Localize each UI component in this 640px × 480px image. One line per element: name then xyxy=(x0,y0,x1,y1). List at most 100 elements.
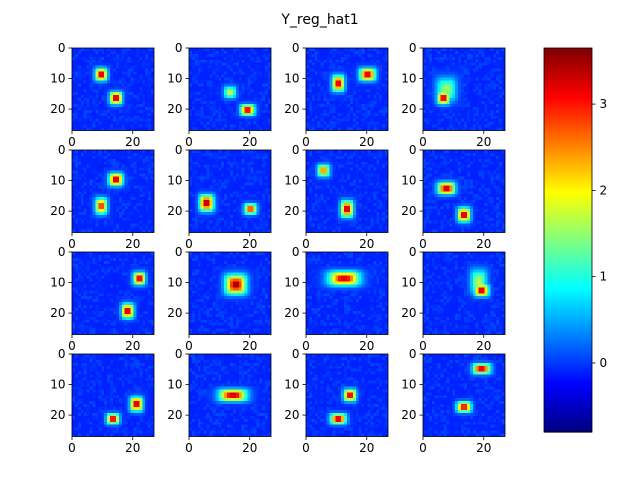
y-tick-label: 10 xyxy=(50,72,65,86)
colorbar-segment xyxy=(544,363,592,366)
colorbar-segment xyxy=(544,186,592,189)
colorbar-segment xyxy=(544,189,592,192)
colorbar-segment xyxy=(544,382,592,385)
heatmap-panel: 0 10 20 0 20 xyxy=(167,347,272,455)
y-tick-label: 10 xyxy=(284,174,299,188)
colorbar-segment xyxy=(544,55,592,58)
colorbar-segment xyxy=(544,219,592,222)
heatmap-image xyxy=(306,150,388,233)
y-tick-label: 0 xyxy=(409,347,417,361)
colorbar-segment xyxy=(544,108,592,111)
colorbar-segment xyxy=(544,273,592,276)
colorbar-segment xyxy=(544,294,592,297)
colorbar-segment xyxy=(544,426,592,429)
heatmap-image xyxy=(189,150,271,233)
y-tick-label: 0 xyxy=(292,41,300,55)
colorbar-segment xyxy=(544,357,592,360)
x-tick-label: 20 xyxy=(125,339,140,353)
colorbar-segment xyxy=(544,268,592,271)
colorbar-segment xyxy=(544,78,592,81)
heatmap-image xyxy=(189,354,271,437)
colorbar-segment xyxy=(544,412,592,415)
panel-frame xyxy=(305,353,389,437)
colorbar-segment xyxy=(544,91,592,94)
x-tick-label: 20 xyxy=(242,237,257,251)
colorbar-segment xyxy=(544,223,592,226)
colorbar-segment xyxy=(544,57,592,60)
colorbar-segment xyxy=(544,372,592,375)
y-tick-label: 20 xyxy=(50,102,65,116)
heatmap-panel: 0 10 20 0 20 xyxy=(401,143,506,251)
colorbar-segment xyxy=(544,93,592,96)
figure-title: Y_reg_hat1 xyxy=(280,12,358,28)
x-tick-label: 20 xyxy=(359,339,374,353)
colorbar-segment xyxy=(544,370,592,373)
colorbar-segment xyxy=(544,286,592,289)
colorbar-segment xyxy=(544,262,592,265)
colorbar-segment xyxy=(544,264,592,267)
colorbar-segment xyxy=(544,301,592,304)
colorbar-segment xyxy=(544,243,592,246)
colorbar-segment xyxy=(544,406,592,409)
colorbar-segment xyxy=(544,115,592,118)
colorbar-segment xyxy=(544,393,592,396)
y-tick-label: 0 xyxy=(292,245,300,259)
y-tick-label: 20 xyxy=(167,204,182,218)
x-tick-label: 0 xyxy=(302,339,310,353)
x-tick-label: 20 xyxy=(125,135,140,149)
colorbar-segment xyxy=(544,202,592,205)
x-tick-label: 20 xyxy=(242,441,257,455)
heatmap-panel: 0 10 20 0 20 xyxy=(401,41,506,149)
heatmap-image xyxy=(72,354,154,437)
colorbar-segment xyxy=(544,271,592,274)
x-tick-label: 20 xyxy=(125,441,140,455)
x-tick-label: 0 xyxy=(68,237,76,251)
colorbar-segment xyxy=(544,318,592,321)
x-tick-label: 20 xyxy=(242,339,257,353)
y-tick-label: 0 xyxy=(175,41,183,55)
colorbar-segment xyxy=(544,394,592,397)
colorbar-segment xyxy=(544,300,592,303)
colorbar-segment xyxy=(544,295,592,298)
colorbar-segment xyxy=(544,283,592,286)
heatmap-panel: 0 10 20 0 20 xyxy=(401,347,506,455)
colorbar-segment xyxy=(544,76,592,79)
colorbar-segment xyxy=(544,81,592,84)
y-tick-label: 10 xyxy=(50,276,65,290)
heatmap-panel: 0 10 20 0 20 xyxy=(50,245,155,353)
colorbar-segment xyxy=(544,384,592,387)
colorbar-segment xyxy=(544,418,592,421)
colorbar-segment xyxy=(544,69,592,72)
y-tick-label: 10 xyxy=(167,72,182,86)
colorbar-segment xyxy=(544,270,592,273)
colorbar-segment xyxy=(544,124,592,127)
x-tick-label: 0 xyxy=(68,339,76,353)
colorbar-segment xyxy=(544,285,592,288)
colorbar-segment xyxy=(544,159,592,162)
colorbar-segment xyxy=(544,409,592,412)
colorbar-segment xyxy=(544,336,592,339)
colorbar-segment xyxy=(544,126,592,129)
colorbar-segment xyxy=(544,148,592,151)
colorbar-segment xyxy=(544,316,592,319)
colorbar-segment xyxy=(544,241,592,244)
colorbar-segment xyxy=(544,369,592,372)
colorbar-segment xyxy=(544,330,592,333)
colorbar-segment xyxy=(544,177,592,180)
colorbar-segment xyxy=(544,54,592,57)
colorbar-segment xyxy=(544,424,592,427)
y-tick-label: 0 xyxy=(175,245,183,259)
colorbar-segment xyxy=(544,337,592,340)
y-tick-label: 20 xyxy=(284,102,299,116)
x-tick-label: 20 xyxy=(476,339,491,353)
heatmap-panel: 0 10 20 0 20 xyxy=(401,245,506,353)
heatmap-image xyxy=(423,48,505,131)
colorbar-segment xyxy=(544,117,592,120)
panel-frame xyxy=(71,149,155,233)
colorbar-segment xyxy=(544,303,592,306)
panel-frame xyxy=(188,149,272,233)
x-tick-label: 0 xyxy=(419,237,427,251)
y-tick-label: 20 xyxy=(167,102,182,116)
x-tick-label: 0 xyxy=(185,441,193,455)
x-tick-label: 20 xyxy=(476,441,491,455)
